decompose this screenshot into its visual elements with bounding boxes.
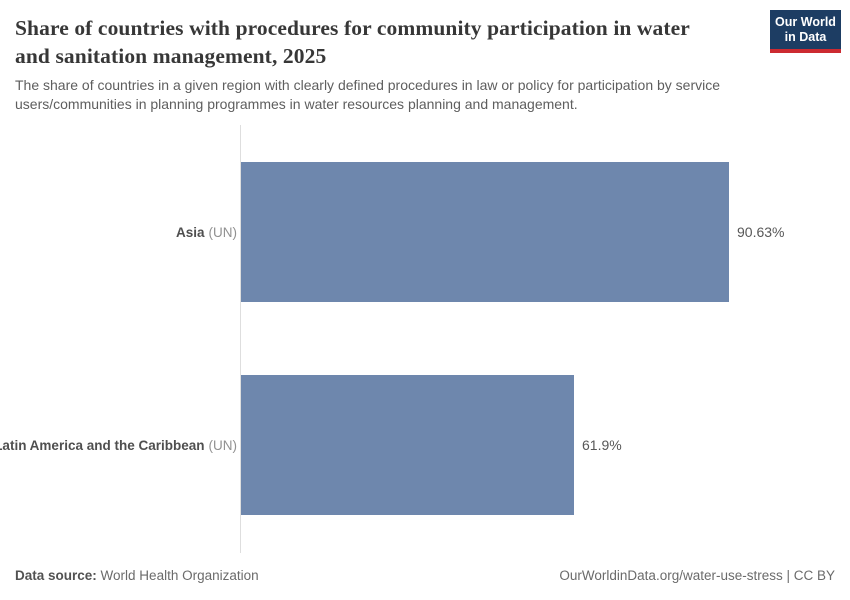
data-source-note: Data source: World Health Organization bbox=[15, 568, 259, 583]
entity-name: Latin America and the Caribbean bbox=[0, 437, 205, 453]
bar-chart: Asia (UN) 90.63% Latin America and the C… bbox=[0, 125, 850, 553]
owid-logo-accent-bar bbox=[770, 48, 841, 53]
bar-asia-un[interactable] bbox=[241, 162, 729, 302]
data-source-value: World Health Organization bbox=[100, 568, 259, 583]
owid-logo-text: Our World in Data bbox=[770, 10, 841, 49]
entity-name: Asia bbox=[175, 224, 205, 240]
chart-footer: Data source: World Health Organization O… bbox=[15, 568, 835, 583]
y-axis-line bbox=[240, 125, 241, 553]
entity-suffix: (UN) bbox=[208, 437, 238, 453]
bar-row-latin-america: Latin America and the Caribbean (UN) 61.… bbox=[0, 375, 850, 515]
entity-suffix: (UN) bbox=[208, 224, 238, 240]
footer-link[interactable]: OurWorldinData.org/water-use-stress | CC… bbox=[559, 568, 835, 583]
owid-logo[interactable]: Our World in Data bbox=[770, 10, 841, 53]
bar-area-asia: 90.63% bbox=[241, 162, 850, 302]
chart-subtitle: The share of countries in a given region… bbox=[15, 77, 721, 113]
bar-row-asia: Asia (UN) 90.63% bbox=[0, 162, 850, 302]
bar-value-label-asia: 90.63% bbox=[737, 224, 785, 240]
bar-latin-america-caribbean-un[interactable] bbox=[241, 375, 574, 515]
category-label-asia: Asia (UN) bbox=[0, 162, 237, 302]
owid-logo-line1: Our World bbox=[775, 15, 836, 29]
bar-value-label-latin-america: 61.9% bbox=[582, 437, 622, 453]
category-label-latin-america: Latin America and the Caribbean (UN) bbox=[0, 375, 237, 515]
data-source-label: Data source: bbox=[15, 568, 97, 583]
chart-title: Share of countries with procedures for c… bbox=[15, 16, 690, 68]
bar-area-latin-america: 61.9% bbox=[241, 375, 850, 515]
owid-logo-line2: in Data bbox=[784, 29, 827, 44]
